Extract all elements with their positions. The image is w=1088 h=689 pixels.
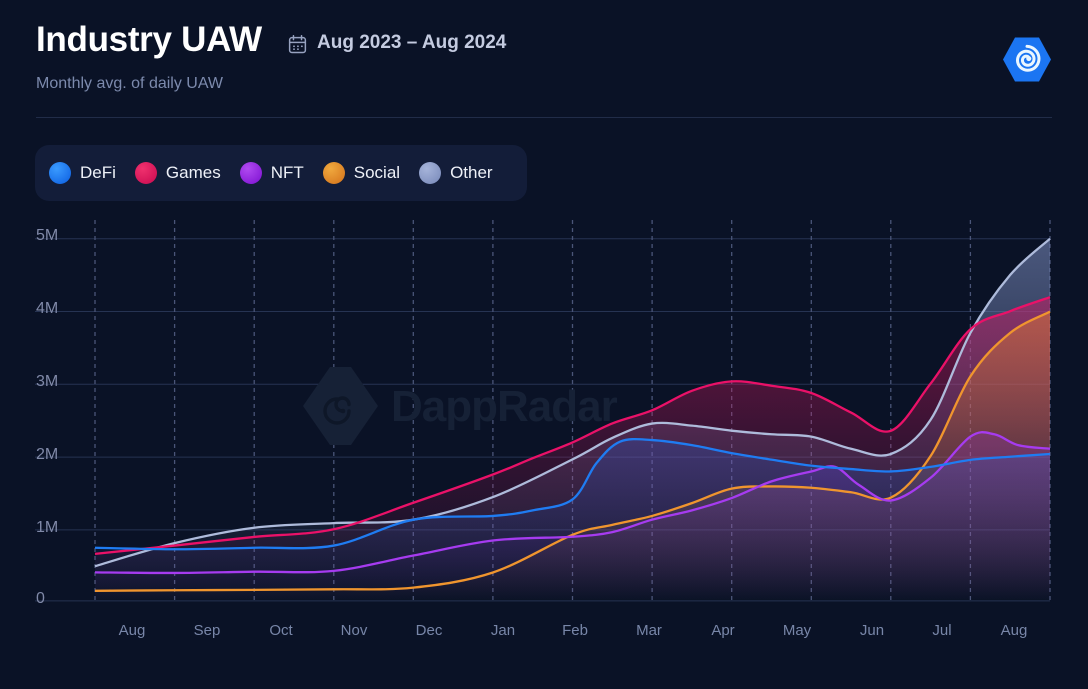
svg-text:DappRadar: DappRadar [391,382,618,431]
